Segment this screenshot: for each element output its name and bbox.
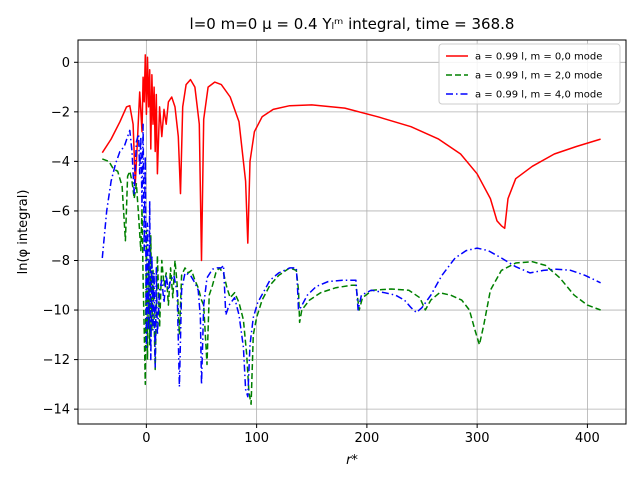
y-tick-label: −6: [51, 204, 70, 219]
x-axis-label: r*: [346, 453, 358, 468]
legend-label-0: a = 0.99 l, m = 0,0 mode: [475, 52, 602, 63]
series-lines: [101, 54, 601, 405]
x-tick-label: 200: [354, 431, 379, 446]
series-line-0: [101, 54, 601, 262]
x-tick-label: 100: [244, 431, 269, 446]
legend-label-2: a = 0.99 l, m = 4,0 mode: [475, 90, 602, 101]
y-tick-label: −4: [51, 155, 70, 170]
x-tick-label: 300: [465, 431, 490, 446]
y-axis-label: ln(φ integral): [16, 190, 31, 275]
y-tick-label: −12: [43, 353, 70, 368]
x-tick-label: 400: [575, 431, 600, 446]
series-line-2: [101, 123, 601, 398]
chart-title: l=0 m=0 μ = 0.4 Yₗᵐ integral, time = 368…: [190, 15, 515, 33]
y-tick-label: −2: [51, 105, 70, 120]
grid: [78, 40, 626, 424]
legend-box: [438, 43, 621, 105]
y-tick-label: 0: [62, 56, 70, 71]
legend-label-1: a = 0.99 l, m = 2,0 mode: [475, 71, 602, 82]
legend: a = 0.99 l, m = 0,0 mode a = 0.99 l, m = …: [438, 43, 621, 105]
y-tick-label: −10: [43, 304, 70, 319]
plot-frame: [77, 39, 627, 425]
x-tick-label: 0: [142, 431, 150, 446]
y-tick-label: −8: [51, 254, 70, 269]
axis-ticks: 0 100 200 300 400 −14 −12 −10 −8 −6 −4 −2 0: [43, 56, 600, 446]
y-tick-label: −14: [43, 403, 70, 418]
